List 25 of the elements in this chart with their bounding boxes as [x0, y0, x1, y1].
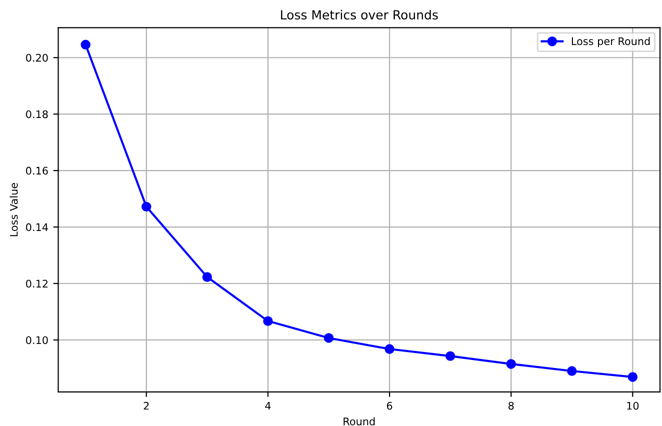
y-tick-label: 0.20 [26, 54, 48, 62]
point [142, 202, 152, 212]
point [263, 316, 273, 326]
x-tick-label: 6 [386, 402, 392, 410]
y-tick-label: 0.14 [26, 223, 48, 232]
point [445, 351, 456, 361]
chart-title: Loss Metrics over Rounds [281, 10, 438, 20]
x-tick-label: 2 [144, 402, 149, 410]
point [628, 372, 638, 382]
point [567, 366, 577, 376]
point [384, 344, 394, 354]
x-tick-label: 8 [508, 402, 514, 410]
y-tick-label: 0.12 [26, 280, 48, 288]
point [506, 359, 516, 369]
y-axis-title: Loss Value [10, 182, 18, 236]
point [324, 333, 334, 343]
y-tick-label: 0.10 [26, 336, 48, 344]
legend-label: Loss per Round [572, 37, 650, 48]
point [80, 40, 90, 50]
point [202, 272, 212, 282]
x-axis-title: Round [344, 417, 375, 426]
x-tick-label: 4 [265, 402, 271, 410]
x-tick-label: 10 [627, 402, 639, 410]
y-tick-label: 0.16 [26, 166, 48, 175]
y-tick-label: 0.18 [26, 110, 48, 118]
